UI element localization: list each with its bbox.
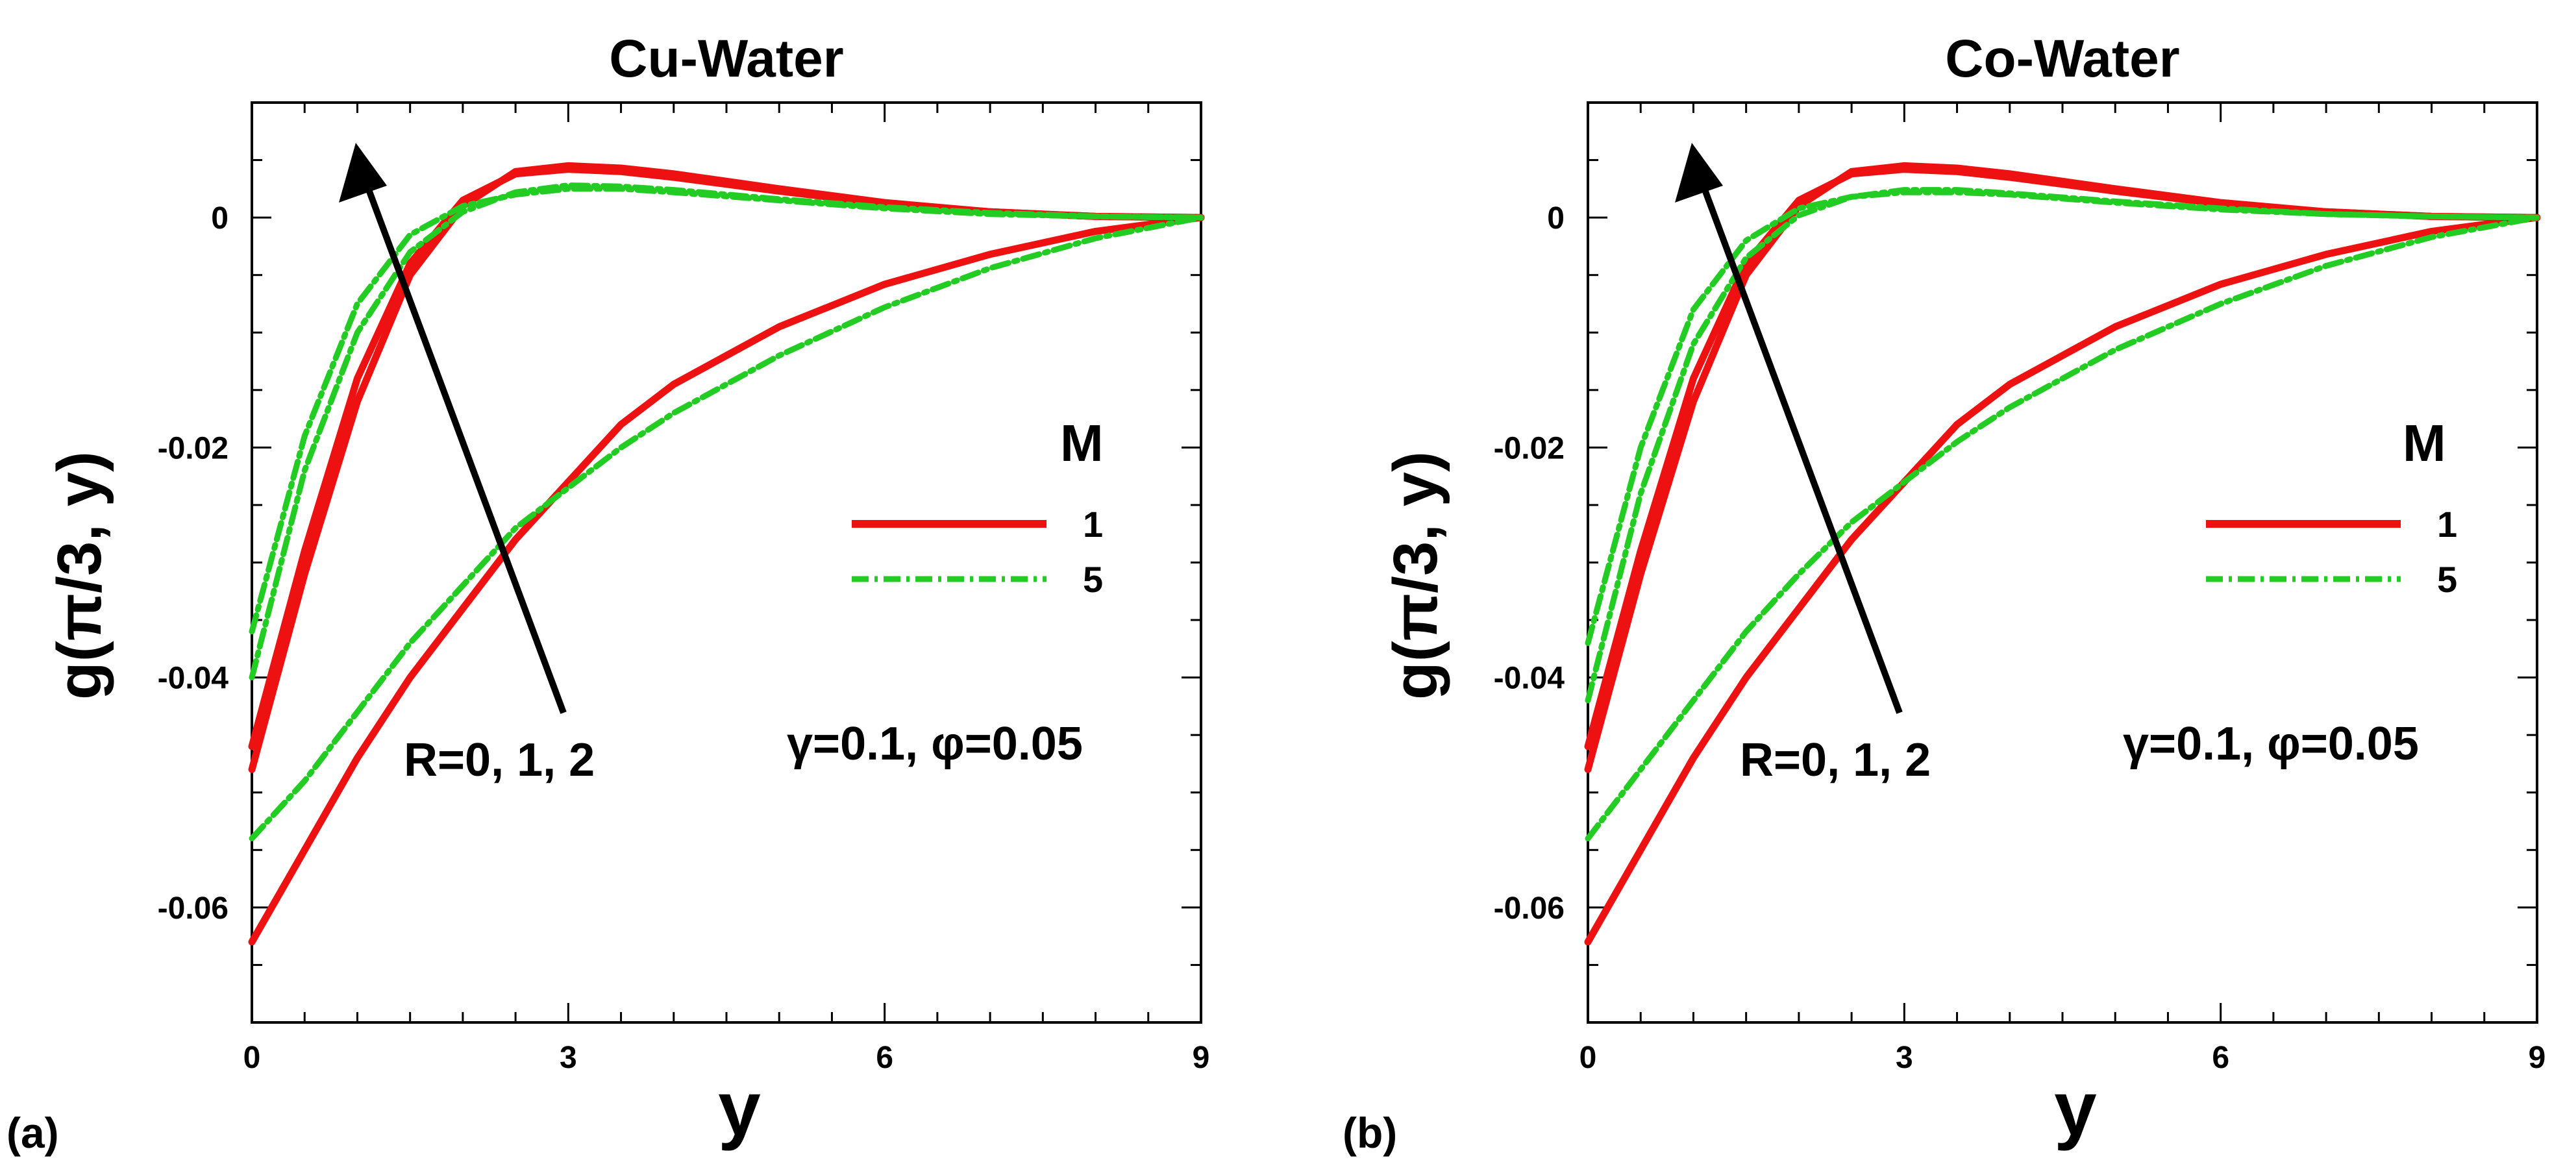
x-tick-label: 3: [1896, 1041, 1913, 1075]
series-line-m5-r2: [249, 186, 1204, 635]
series-line-m1-r0: [248, 214, 1205, 946]
y-tick-label: 0: [211, 201, 229, 236]
x-tick-label: 9: [2529, 1041, 2546, 1075]
params-label: γ=0.1, φ=0.05: [787, 718, 1083, 770]
y-tick-label: -0.02: [158, 431, 229, 465]
panel-label: (b): [1343, 1109, 1397, 1157]
y-tick-label: -0.06: [158, 891, 229, 926]
panel-a: Cu-Water 0 3 6 9 0 -0.02 -0.04 -0.06 y g(π/3, y) (a…: [6, 29, 1209, 1157]
x-tick-label: 0: [1579, 1041, 1597, 1075]
series-line-m5-r0: [249, 214, 1204, 842]
chart-title: Cu-Water: [609, 29, 843, 88]
y-tick-label: -0.06: [1494, 891, 1565, 926]
arrow-label: R=0, 1, 2: [1740, 734, 1931, 786]
x-tick-label: 9: [1193, 1041, 1210, 1075]
y-tick-label: -0.02: [1494, 431, 1565, 465]
x-axis-label: y: [718, 1066, 761, 1152]
legend-title: M: [1060, 414, 1104, 472]
x-tick-label: 6: [2212, 1041, 2229, 1075]
series-line-m5-r2: [1585, 189, 2540, 646]
panel-label: (a): [6, 1109, 59, 1157]
arrow-head: [339, 143, 387, 203]
y-tick-label: -0.04: [158, 662, 229, 696]
y-tick-label: 0: [1547, 201, 1565, 236]
legend-entry: 1: [1083, 504, 1103, 545]
series-line-m5-r0: [1585, 214, 2540, 842]
legend-entry: 5: [2437, 559, 2457, 600]
y-tick-label: -0.04: [1494, 662, 1565, 696]
arrow-label: R=0, 1, 2: [404, 734, 595, 786]
arrow-shaft: [358, 167, 567, 714]
x-tick-label: 3: [560, 1041, 577, 1075]
params-label: γ=0.1, φ=0.05: [2123, 718, 2419, 770]
panel-b: Co-Water 0 3 6 9 0 -0.02 -0.04 -0.06 y g(π/3, y) (b…: [1343, 29, 2545, 1157]
legend-entry: 1: [2437, 504, 2457, 545]
arrow-head: [1675, 143, 1723, 203]
y-axis-label: g(π/3, y): [1381, 451, 1450, 700]
legend-title: M: [2403, 414, 2446, 472]
series-line-m1-r0: [1584, 214, 2541, 946]
chart-title: Co-Water: [1945, 29, 2179, 88]
y-axis-label: g(π/3, y): [45, 451, 114, 700]
x-tick-label: 0: [243, 1041, 261, 1075]
x-tick-label: 6: [876, 1041, 893, 1075]
legend-entry: 5: [1083, 559, 1103, 600]
x-axis-label: y: [2054, 1066, 2097, 1152]
arrow-shaft: [1694, 167, 1903, 714]
